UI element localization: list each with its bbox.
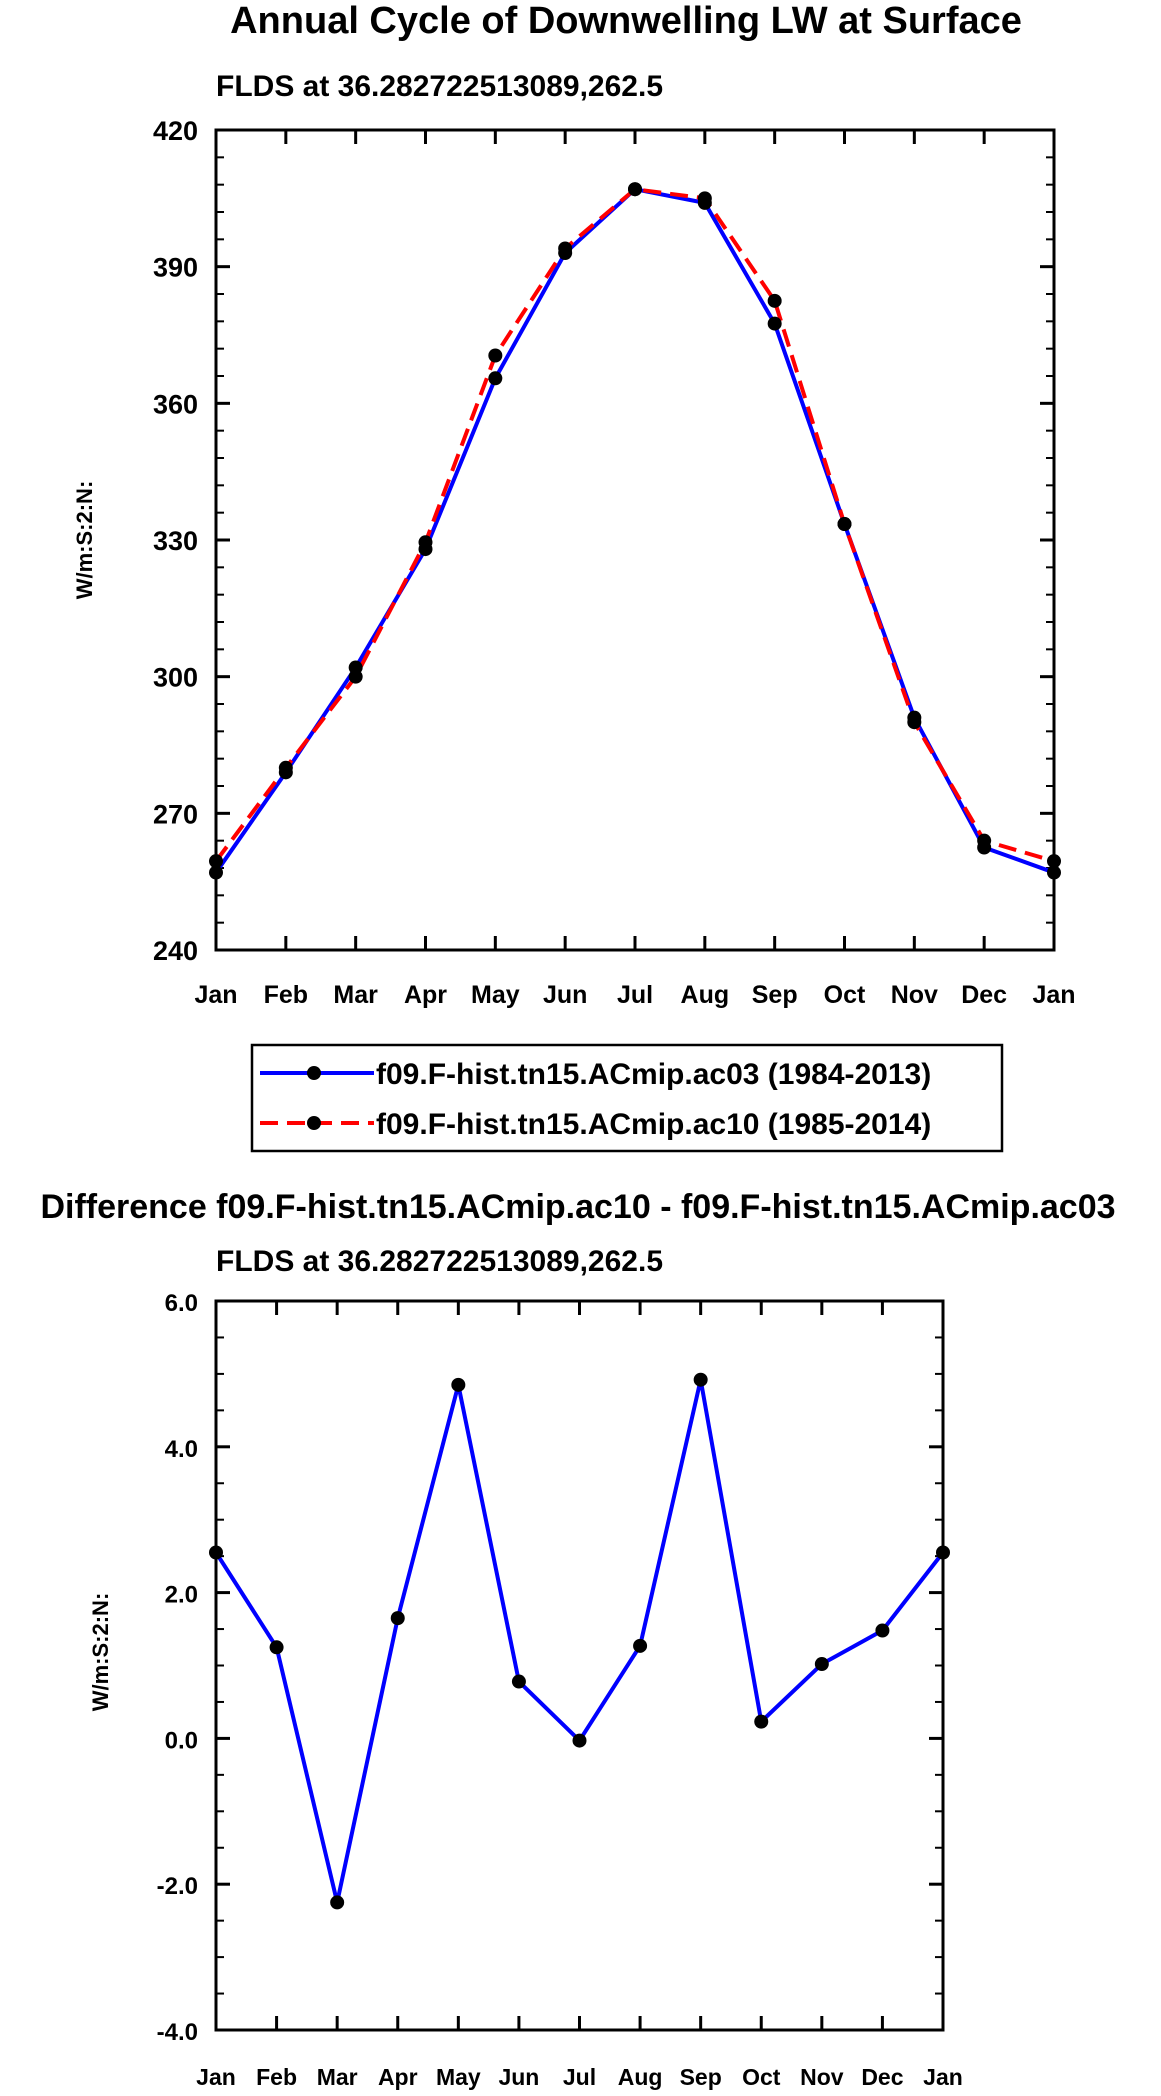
legend-label-ac10: f09.F-hist.tn15.ACmip.ac10 (1985-2014): [376, 1108, 931, 1141]
chart2-ylabel: W/m:S:2:N:: [88, 1593, 113, 1712]
chart2-ytick-label: 4.0: [165, 1436, 198, 1463]
chart2-series-0-point: [936, 1545, 950, 1560]
legend-box: [250, 1043, 1004, 1153]
chart1-ytick-label: 420: [153, 116, 198, 146]
chart2-series-0-point: [875, 1623, 890, 1638]
chart1-series-0-point: [209, 865, 223, 880]
chart2-series-line-0: [214, 1377, 945, 1905]
chart1-series-1-point: [767, 293, 782, 308]
chart2-xtick-label: Jan: [923, 2064, 963, 2090]
chart1-series-1-point: [348, 669, 363, 684]
chart2-series-0-point: [330, 1895, 345, 1910]
chart1-xtick-label: Aug: [681, 981, 730, 1009]
chart1-series-1-point: [558, 241, 573, 256]
chart1-series-0-point: [1047, 865, 1061, 880]
legend-marker-ac10: [307, 1116, 321, 1130]
chart1-title: Annual Cycle of Downwelling LW at Surfac…: [230, 0, 1022, 42]
chart1-xtick-label: Jul: [617, 981, 653, 1009]
chart1-ylabel: W/m:S:2:N:: [72, 481, 97, 600]
chart1-xtick-label: Oct: [824, 981, 866, 1009]
legend-marker-ac03: [307, 1066, 321, 1080]
chart1-series-1-point: [977, 833, 992, 848]
legend-label-ac03: f09.F-hist.tn15.ACmip.ac03 (1984-2013): [376, 1058, 931, 1091]
chart1-series-1-point: [697, 191, 712, 206]
chart2-xtick-label: Apr: [378, 2064, 418, 2090]
chart1-series-0-point: [488, 371, 503, 386]
chart2-series-0-point: [693, 1372, 708, 1387]
chart2-ytick-label: 6.0: [165, 1290, 198, 1317]
chart2-xtick-label: Oct: [742, 2064, 781, 2090]
chart1-subtitle: FLDS at 36.282722513089,262.5: [216, 70, 663, 103]
chart2-series-0-point: [511, 1674, 526, 1689]
chart1-legend: f09.F-hist.tn15.ACmip.ac03 (1984-2013) f…: [250, 1043, 1004, 1153]
chart1-ytick-label: 270: [153, 799, 198, 829]
chart1-ytick-label: 330: [153, 526, 198, 556]
chart2-xtick-label: Jul: [563, 2064, 596, 2090]
chart2-series-0-point: [814, 1657, 829, 1672]
chart1-series-1-point: [209, 854, 223, 869]
chart1-xtick-label: Mar: [333, 981, 378, 1009]
chart2-series-0-point: [269, 1640, 284, 1655]
chart2-series-0-point: [209, 1545, 223, 1560]
chart1-xtick-label: Jun: [543, 981, 587, 1009]
chart2-plot: -4.0 -2.0 0.0 2.0 4.0 6.0 Jan Feb Mar Apr May Jun Ju…: [157, 1290, 963, 2090]
chart1-xtick-label: May: [471, 981, 520, 1009]
chart1-xtick-label: Sep: [752, 981, 798, 1009]
chart1-xtick-label: Jan: [194, 981, 237, 1009]
chart1-series-1-point: [278, 760, 293, 775]
chart1-series-line-1: [214, 187, 1055, 864]
chart2-series-0-point: [451, 1377, 466, 1392]
chart2-subtitle: FLDS at 36.282722513089,262.5: [216, 1245, 663, 1278]
chart1-series-1-point: [488, 348, 503, 363]
chart2-series-0-point: [633, 1638, 648, 1653]
chart1-xtick-label: Dec: [961, 981, 1007, 1009]
chart2-ytick-label: -2.0: [157, 1873, 198, 1900]
chart2-xtick-label: Aug: [618, 2064, 663, 2090]
chart2-xtick-label: Dec: [861, 2064, 903, 2090]
chart2-xtick-label: Sep: [680, 2064, 722, 2090]
chart2-series-0-point: [754, 1714, 769, 1729]
chart2-ytick-label: 0.0: [165, 1727, 198, 1754]
chart2-frame: [214, 1299, 945, 2032]
chart1-series-1-point: [628, 182, 642, 197]
chart1-xtick-label: Apr: [404, 981, 447, 1009]
chart1-xtick-label: Jan: [1032, 981, 1075, 1009]
chart2-title: Difference f09.F-hist.tn15.ACmip.ac10 - …: [40, 1188, 1115, 1226]
chart2-series-0-point: [390, 1611, 405, 1626]
chart1-ytick-label: 390: [153, 253, 198, 283]
chart1-series-1-point: [1047, 854, 1061, 869]
chart1-frame: [214, 128, 1056, 952]
chart1-series-1-point: [907, 715, 922, 730]
chart1-xtick-label: Nov: [891, 981, 938, 1009]
chart2-xtick-label: Jun: [498, 2064, 539, 2090]
chart2-xtick-label: Nov: [800, 2064, 844, 2090]
chart1-series-1-point: [837, 517, 852, 532]
chart1-ytick-label: 300: [153, 663, 198, 693]
chart1-series-1-point: [418, 535, 433, 550]
chart1-ytick-label: 360: [153, 389, 198, 419]
chart2-ytick-label: 2.0: [165, 1582, 198, 1609]
chart2-xtick-label: Jan: [196, 2064, 236, 2090]
chart1-plot: 240 270 300 330 360 390 420 Jan Feb Mar Apr May Jun J…: [153, 116, 1076, 1009]
chart2-ytick-label: -4.0: [157, 2019, 198, 2046]
chart2-xtick-label: Feb: [256, 2064, 297, 2090]
chart1-xtick-label: Feb: [264, 981, 308, 1009]
chart2-xtick-label: May: [436, 2064, 481, 2090]
chart1-series-0-point: [767, 316, 782, 331]
chart2-series-0-point: [572, 1733, 587, 1748]
chart1-ytick-label: 240: [153, 936, 198, 966]
chart2-xtick-label: Mar: [317, 2064, 358, 2090]
chart1-series-line-0: [214, 187, 1055, 875]
